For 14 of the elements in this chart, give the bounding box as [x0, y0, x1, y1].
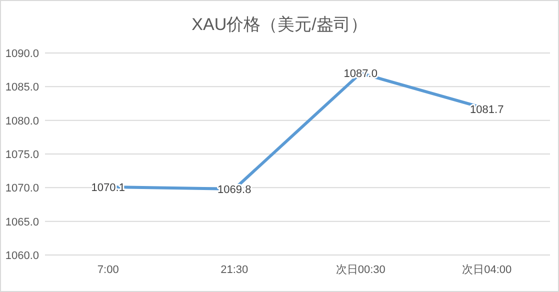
y-tick-label: 1075.0 [5, 149, 39, 161]
x-tick-label: 次日00:30 [336, 264, 386, 276]
y-tick-label: 1065.0 [5, 216, 39, 228]
y-tick-label: 1085.0 [5, 82, 39, 94]
y-tick-label: 1090.0 [5, 48, 39, 60]
data-label: 1081.7 [470, 104, 504, 116]
y-tick-label: 1060.0 [5, 250, 39, 262]
y-tick-label: 1080.0 [5, 115, 39, 128]
x-tick-label: 次日04:00 [462, 264, 512, 276]
data-label: 1070.1 [91, 182, 125, 194]
x-tick-label: 21:30 [220, 264, 248, 276]
x-tick-label: 7:00 [97, 264, 119, 276]
chart-title: XAU价格（美元/盎司） [192, 15, 368, 34]
y-tick-label: 1070.0 [5, 182, 39, 195]
